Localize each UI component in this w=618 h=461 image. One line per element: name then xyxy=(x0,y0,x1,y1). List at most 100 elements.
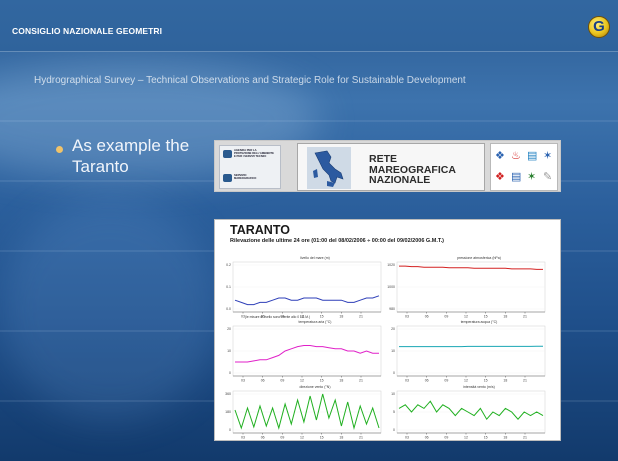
y-tick-label: 0 xyxy=(393,371,395,375)
y-tick-label: 10 xyxy=(227,349,231,353)
series-line xyxy=(398,400,544,421)
anemometer-icon: ✎ xyxy=(543,171,553,183)
x-tick-label: 09 xyxy=(280,315,284,319)
x-tick-label: 09 xyxy=(280,436,284,440)
bullet-text: As example the Taranto xyxy=(72,135,372,177)
thermometer-icon: ♨ xyxy=(511,150,521,162)
chart-title: pressione atmosferica (hPa) xyxy=(457,256,501,260)
y-tick-label: 360 xyxy=(225,392,231,396)
network-title-line: RETE xyxy=(369,153,398,165)
x-tick-label: 03 xyxy=(241,379,245,383)
chart-title: temperatura acqua (°C) xyxy=(460,320,498,324)
agency-box: AGENZIA PER LA PROTEZIONE DELL'AMBIENTE … xyxy=(219,145,281,189)
temperature-icon: ✶ xyxy=(527,171,537,183)
x-tick-label: 18 xyxy=(503,436,507,440)
y-tick-label: 980 xyxy=(389,307,395,311)
chart-title: direzione vento (°N) xyxy=(299,385,331,389)
agency-line: AGENZIA PER LA xyxy=(234,149,257,152)
chart-title: temperatura aria (°C) xyxy=(298,320,332,324)
x-tick-label: 21 xyxy=(359,315,363,319)
pressure-icon: ▤ xyxy=(511,171,522,183)
x-tick-label: 09 xyxy=(280,379,284,383)
x-tick-label: 18 xyxy=(339,379,343,383)
header-bar: CONSIGLIO NAZIONALE GEOMETRI G xyxy=(0,0,618,52)
x-tick-label: 15 xyxy=(320,379,324,383)
y-tick-label: 0.2 xyxy=(226,263,231,267)
x-tick-label: 03 xyxy=(241,436,245,440)
x-tick-label: 06 xyxy=(425,379,429,383)
x-tick-label: 09 xyxy=(444,379,448,383)
x-tick-label: 12 xyxy=(300,315,304,319)
x-tick-label: 21 xyxy=(523,315,527,319)
rain-icon: ❖ xyxy=(495,171,505,183)
y-tick-label: 0.0 xyxy=(226,307,231,311)
x-tick-label: 03 xyxy=(405,315,409,319)
x-tick-label: 09 xyxy=(444,315,448,319)
x-tick-label: 18 xyxy=(339,436,343,440)
y-tick-label: 0 xyxy=(229,371,231,375)
x-tick-label: 03 xyxy=(405,379,409,383)
y-tick-label: 0.1 xyxy=(226,285,231,289)
taranto-report: TARANTO Rilevazione delle ultime 24 ore … xyxy=(214,219,561,441)
x-tick-label: 21 xyxy=(359,379,363,383)
agency-line: SERVIZIO xyxy=(234,174,247,177)
x-tick-label: 03 xyxy=(405,436,409,440)
x-tick-label: 18 xyxy=(503,315,507,319)
agency-logo-icon xyxy=(223,174,232,182)
x-tick-label: 06 xyxy=(261,436,265,440)
x-tick-label: 21 xyxy=(523,436,527,440)
x-tick-label: 18 xyxy=(503,379,507,383)
series-line xyxy=(234,393,380,430)
x-tick-label: 12 xyxy=(464,379,468,383)
agency-line: E PER I SERVIZI TECNICI xyxy=(234,155,267,158)
x-tick-label: 06 xyxy=(261,315,265,319)
y-tick-label: 10 xyxy=(391,349,395,353)
rmn-box: RETE MAREOGRAFICA NAZIONALE xyxy=(297,143,485,191)
network-title-line: NAZIONALE xyxy=(369,174,431,186)
x-tick-label: 15 xyxy=(484,379,488,383)
series-line xyxy=(235,345,379,363)
agency-line: MAREOGRAFICO xyxy=(234,177,257,180)
x-tick-label: 15 xyxy=(484,436,488,440)
x-tick-label: 15 xyxy=(320,436,324,440)
water-glow xyxy=(0,200,220,420)
slide-subtitle: Hydrographical Survey – Technical Observ… xyxy=(34,75,466,86)
x-tick-label: 12 xyxy=(300,436,304,440)
y-tick-label: 5 xyxy=(393,410,395,414)
agency-logo-icon xyxy=(223,150,232,158)
bullet-line-1: As example the xyxy=(72,136,190,155)
x-tick-label: 15 xyxy=(320,315,324,319)
y-tick-label: 10 xyxy=(391,392,395,396)
chart-title: livello del mare (m) xyxy=(300,256,330,260)
series-line xyxy=(234,295,380,306)
x-tick-label: 06 xyxy=(261,379,265,383)
y-tick-label: 1000 xyxy=(387,285,395,289)
measurement-icons: ❖ ♨ ▤ ✶ ❖ ▤ ✶ ✎ xyxy=(490,143,558,191)
geometri-logo-icon: G xyxy=(588,16,610,38)
bullet-icon xyxy=(56,146,63,153)
x-tick-label: 03 xyxy=(241,315,245,319)
y-tick-label: 180 xyxy=(225,410,231,414)
y-tick-label: 20 xyxy=(227,327,231,331)
sea-level-icon: ▤ xyxy=(527,150,538,162)
network-title: RETE MAREOGRAFICA NAZIONALE xyxy=(369,154,456,186)
wave-line xyxy=(0,120,618,122)
x-tick-label: 06 xyxy=(425,315,429,319)
network-banner: AGENZIA PER LA PROTEZIONE DELL'AMBIENTE … xyxy=(214,140,561,192)
direction-icon: ✶ xyxy=(543,150,553,162)
network-title-line: MAREOGRAFICA xyxy=(369,163,456,176)
y-tick-label: 0 xyxy=(229,428,231,432)
x-tick-label: 21 xyxy=(359,436,363,440)
wind-icon: ❖ xyxy=(495,150,505,162)
chart-title: intensità vento (m/s) xyxy=(463,385,495,389)
x-tick-label: 18 xyxy=(339,315,343,319)
x-tick-label: 09 xyxy=(444,436,448,440)
x-tick-label: 12 xyxy=(464,436,468,440)
y-tick-label: 20 xyxy=(391,327,395,331)
x-tick-label: 06 xyxy=(425,436,429,440)
level-note: (le misure di livello sono riferite allo… xyxy=(245,315,311,319)
bullet-line-2: Taranto xyxy=(72,157,129,176)
x-tick-label: 21 xyxy=(523,379,527,383)
